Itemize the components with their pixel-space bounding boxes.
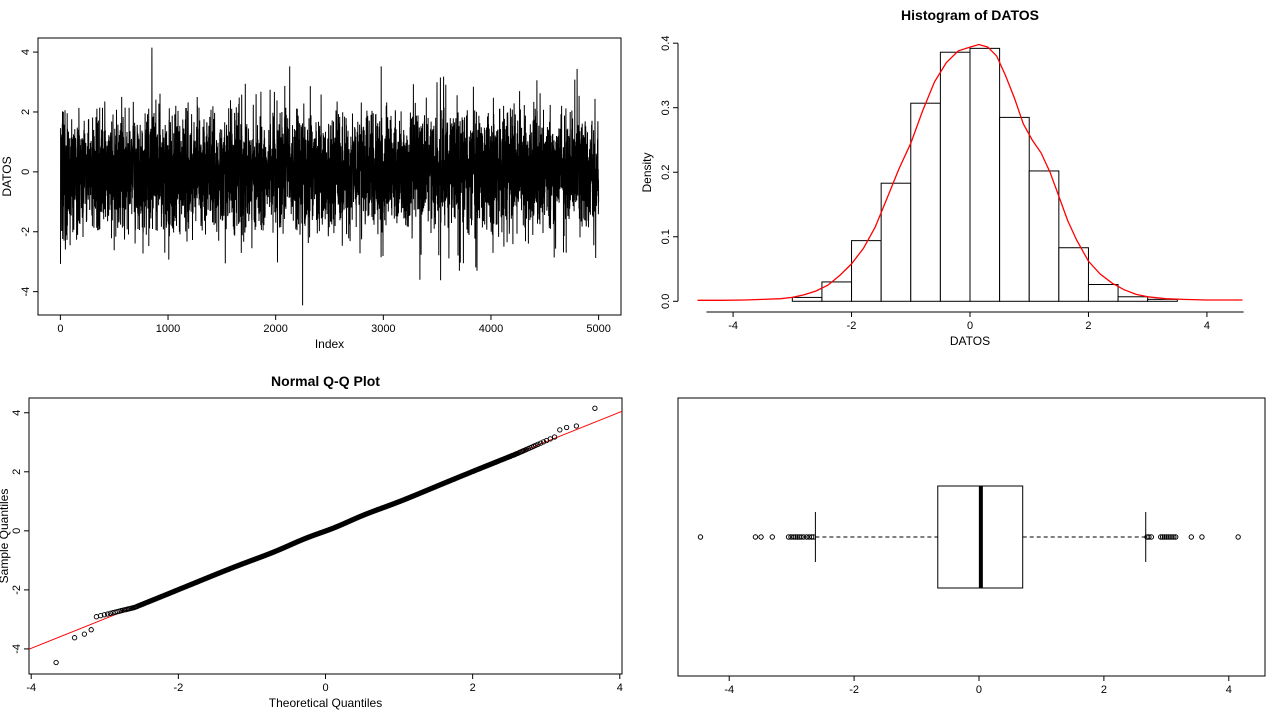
svg-text:0: 0 xyxy=(57,323,63,335)
svg-text:4000: 4000 xyxy=(479,323,503,335)
qq-plot: -4 -2 0 2 4 -4 -2 0 2 4 Normal Q-Q Plot Theoretical… xyxy=(0,373,623,710)
svg-text:Histogram of DATOS: Histogram of DATOS xyxy=(901,7,1039,23)
svg-text:Sample Quantiles: Sample Quantiles xyxy=(0,489,11,584)
svg-text:2: 2 xyxy=(1085,320,1091,332)
svg-text:DATOS: DATOS xyxy=(0,156,14,196)
svg-text:-4: -4 xyxy=(724,684,734,696)
boxplot-plot: -4 -2 0 2 4 xyxy=(677,397,1266,696)
svg-text:-4: -4 xyxy=(11,644,23,654)
svg-text:2: 2 xyxy=(20,109,32,115)
svg-text:4: 4 xyxy=(11,410,23,416)
svg-text:-2: -2 xyxy=(11,585,23,595)
svg-text:-2: -2 xyxy=(20,227,32,237)
svg-text:0.1: 0.1 xyxy=(660,229,672,244)
svg-text:2: 2 xyxy=(470,682,476,694)
svg-text:-2: -2 xyxy=(849,684,859,696)
svg-text:-4: -4 xyxy=(20,287,32,297)
svg-text:2000: 2000 xyxy=(263,323,287,335)
svg-text:4: 4 xyxy=(1204,320,1210,332)
svg-text:0.3: 0.3 xyxy=(660,100,672,115)
svg-text:5000: 5000 xyxy=(586,323,610,335)
svg-text:0: 0 xyxy=(976,684,982,696)
svg-text:1000: 1000 xyxy=(156,323,180,335)
svg-text:Theoretical Quantiles: Theoretical Quantiles xyxy=(269,696,382,710)
svg-text:-4: -4 xyxy=(728,320,738,332)
svg-text:-4: -4 xyxy=(26,682,36,694)
svg-text:3000: 3000 xyxy=(371,323,395,335)
svg-text:Density: Density xyxy=(640,152,654,192)
svg-text:Normal Q-Q Plot: Normal Q-Q Plot xyxy=(271,373,380,389)
svg-text:2: 2 xyxy=(11,469,23,475)
svg-text:DATOS: DATOS xyxy=(950,334,990,348)
svg-text:0.2: 0.2 xyxy=(660,165,672,180)
svg-text:0: 0 xyxy=(11,528,23,534)
svg-text:-2: -2 xyxy=(847,320,857,332)
svg-text:4: 4 xyxy=(20,49,32,55)
svg-text:4: 4 xyxy=(617,682,623,694)
svg-text:0: 0 xyxy=(967,320,973,332)
svg-text:0: 0 xyxy=(322,682,328,694)
histogram-plot: -4 -2 0 2 4 0.0 0.1 0.2 0.3 0.4 Histogram of DATOS… xyxy=(640,7,1244,348)
svg-text:-2: -2 xyxy=(173,682,183,694)
svg-text:0.4: 0.4 xyxy=(660,36,672,51)
svg-text:0: 0 xyxy=(20,169,32,175)
svg-text:Index: Index xyxy=(315,337,344,351)
svg-text:2: 2 xyxy=(1101,684,1107,696)
svg-text:4: 4 xyxy=(1226,684,1232,696)
timeseries-plot: 0 1000 2000 3000 4000 5000 -4 -2 0 2 4 Index DATOS xyxy=(0,37,622,351)
svg-text:0.0: 0.0 xyxy=(660,294,672,309)
